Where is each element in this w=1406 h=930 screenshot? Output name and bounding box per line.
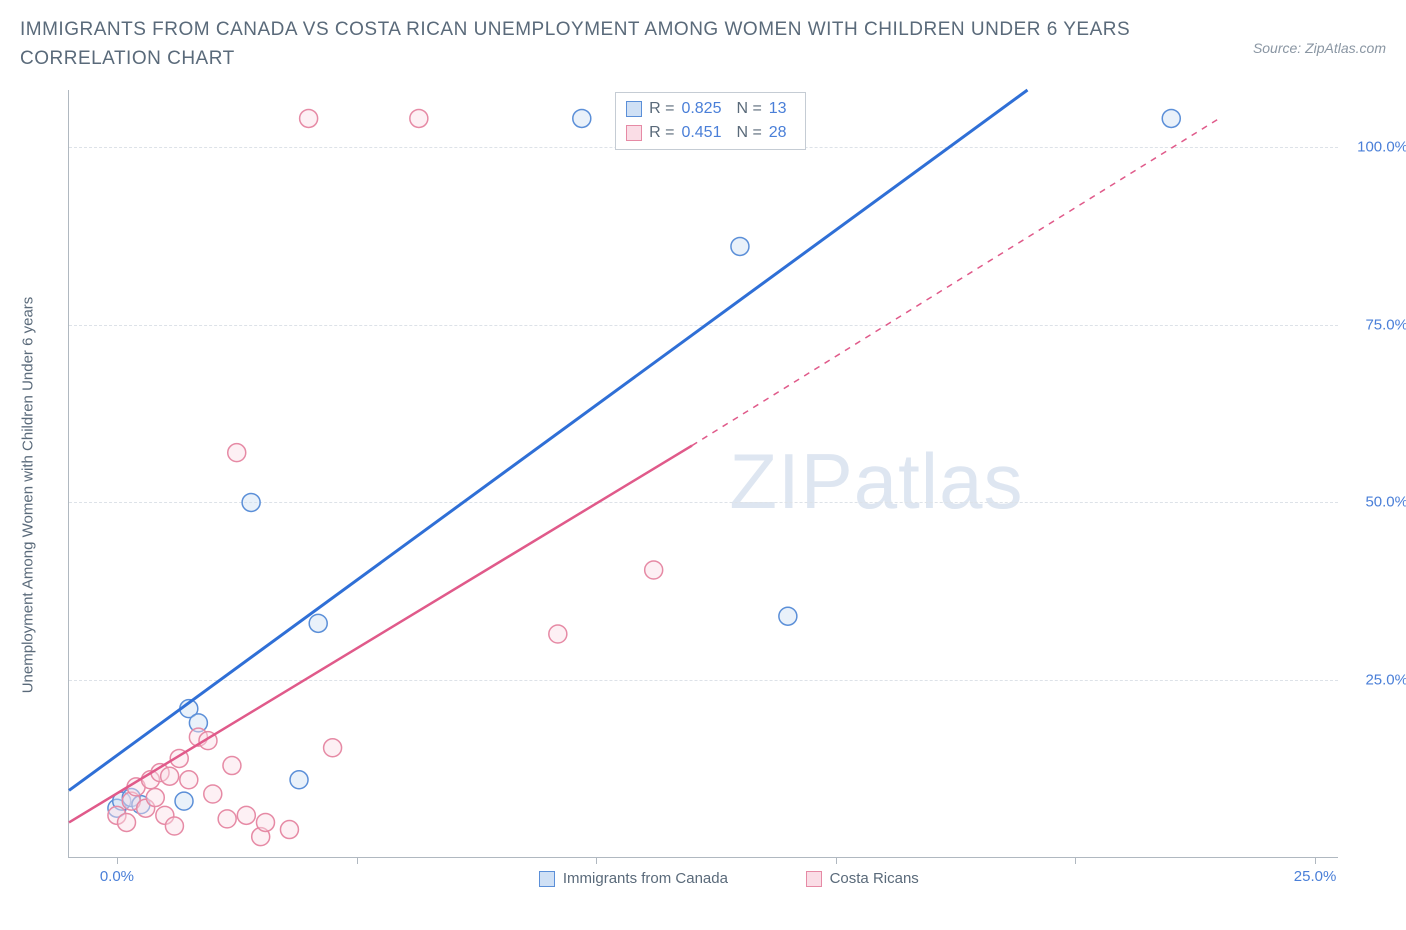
- canada-point: [573, 109, 591, 127]
- canada-point: [731, 237, 749, 255]
- canada-point: [290, 771, 308, 789]
- costa-point: [410, 109, 428, 127]
- costa-point: [146, 789, 164, 807]
- costa-point: [118, 813, 136, 831]
- canada-point: [242, 493, 260, 511]
- stat-r-value: 0.451: [681, 121, 729, 145]
- costa-point: [180, 771, 198, 789]
- costa-point: [204, 785, 222, 803]
- costa-point: [549, 625, 567, 643]
- y-tick-label: 75.0%: [1348, 316, 1406, 333]
- costa-point: [218, 810, 236, 828]
- x-tick: [117, 857, 118, 864]
- legend-label: Immigrants from Canada: [563, 870, 728, 887]
- stat-n-value: 13: [769, 97, 795, 121]
- y-tick-label: 100.0%: [1348, 138, 1406, 155]
- x-tick: [1315, 857, 1316, 864]
- costa-point: [280, 821, 298, 839]
- legend-swatch: [539, 871, 555, 887]
- stat-r-label: R =: [649, 121, 674, 145]
- source-attribution: Source: ZipAtlas.com: [1253, 40, 1386, 56]
- legend-item-costa: Costa Ricans: [806, 870, 919, 887]
- costa-point: [228, 444, 246, 462]
- legend-item-canada: Immigrants from Canada: [539, 870, 728, 887]
- canada-point: [309, 614, 327, 632]
- canada-point: [779, 607, 797, 625]
- stat-n-value: 28: [769, 121, 795, 145]
- legend-swatch: [806, 871, 822, 887]
- stat-n-label: N =: [736, 121, 761, 145]
- x-tick: [1075, 857, 1076, 864]
- x-tick-label: 25.0%: [1294, 868, 1337, 885]
- canada-point: [175, 792, 193, 810]
- stat-n-label: N =: [736, 97, 761, 121]
- costa-point: [256, 813, 274, 831]
- costa-point: [237, 806, 255, 824]
- y-tick-label: 25.0%: [1348, 672, 1406, 689]
- x-tick-label: 0.0%: [100, 868, 134, 885]
- plot-svg: [69, 90, 1338, 857]
- y-tick-label: 50.0%: [1348, 494, 1406, 511]
- stat-r-label: R =: [649, 97, 674, 121]
- y-axis-label: Unemployment Among Women with Children U…: [20, 297, 37, 694]
- costa-point: [645, 561, 663, 579]
- legend-swatch: [626, 101, 642, 117]
- stats-row-canada: R = 0.825 N = 13: [626, 97, 795, 121]
- costa-point: [300, 109, 318, 127]
- x-tick: [596, 857, 597, 864]
- canada-point: [1162, 109, 1180, 127]
- chart-container: Unemployment Among Women with Children U…: [20, 90, 1386, 900]
- costa-point: [165, 817, 183, 835]
- stats-box: R = 0.825 N = 13 R = 0.451 N = 28: [615, 92, 806, 150]
- x-tick: [836, 857, 837, 864]
- costa-point: [324, 739, 342, 757]
- legend-label: Costa Ricans: [830, 870, 919, 887]
- costa-point: [223, 757, 241, 775]
- legend-swatch: [626, 125, 642, 141]
- stats-row-costa: R = 0.451 N = 28: [626, 121, 795, 145]
- chart-title: IMMIGRANTS FROM CANADA VS COSTA RICAN UN…: [20, 16, 1140, 73]
- stat-r-value: 0.825: [681, 97, 729, 121]
- costa-point: [161, 767, 179, 785]
- plot-area: ZIPatlas R =0.825N =13R =0.451N =28 25.0…: [68, 90, 1338, 858]
- x-tick: [357, 857, 358, 864]
